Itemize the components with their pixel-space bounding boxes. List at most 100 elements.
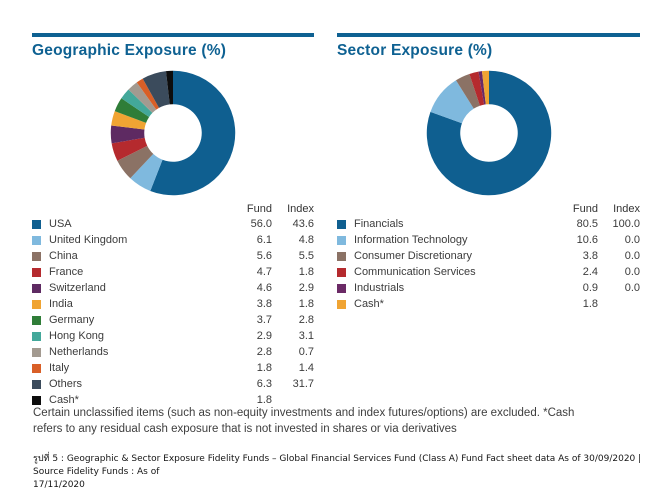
figure-caption-line: รูปที่ 5 : Geographic & Sector Exposure … — [33, 454, 642, 477]
legend-label: Germany — [49, 314, 95, 326]
legend-fund-value: 3.8 — [256, 298, 272, 310]
legend-fund-value: 5.6 — [256, 250, 272, 262]
donut-segment — [150, 70, 236, 196]
legend-label: Industrials — [354, 282, 405, 294]
legend-label: Switzerland — [49, 282, 106, 294]
legend-index-value: 0.0 — [624, 282, 640, 294]
legend-index-value: 2.8 — [298, 314, 314, 326]
figure-caption-line: 17/11/2020 — [33, 480, 85, 489]
legend-fund-value: 10.6 — [576, 234, 598, 246]
legend-swatch — [337, 219, 346, 229]
index-column-header: Index — [287, 203, 314, 215]
legend-swatch — [32, 251, 41, 261]
legend-index-value: 0.0 — [624, 234, 640, 246]
legend-swatch — [32, 219, 41, 229]
donut-segment — [111, 137, 148, 161]
sector-donut-wrap — [337, 67, 640, 199]
legend-label: Hong Kong — [49, 330, 105, 342]
legend-index-value: 1.8 — [298, 298, 314, 310]
legend-fund-value: 1.8 — [256, 394, 272, 406]
donut-segment — [468, 71, 484, 106]
legend-label: China — [49, 250, 78, 262]
geographic-donut-wrap — [32, 67, 314, 199]
legend-label: France — [49, 266, 84, 278]
legend-index-value: 2.9 — [298, 282, 314, 294]
legend-fund-value: 4.7 — [256, 266, 272, 278]
geographic-exposure-title: Geographic Exposure (%) — [32, 42, 227, 59]
legend-row: Communication Services 2.4 0.0 — [337, 264, 640, 280]
geographic-exposure-panel: Geographic Exposure (%) Fund Index USA 56… — [32, 33, 314, 408]
donut-segment — [130, 153, 163, 191]
legend-fund-value: 3.8 — [582, 250, 598, 262]
sector-exposure-title: Sector Exposure (%) — [337, 42, 493, 59]
legend-fund-value: 6.3 — [256, 378, 272, 390]
donut-segment — [142, 71, 170, 108]
legend-index-value: 4.8 — [298, 234, 314, 246]
legend-row: United Kingdom 6.1 4.8 — [32, 232, 314, 248]
legend-row: Cash* 1.8 — [32, 392, 314, 408]
legend-row: Hong Kong 2.9 3.1 — [32, 328, 314, 344]
fund-column-header: Fund — [572, 203, 598, 215]
legend-header-row: Fund Index — [32, 202, 314, 216]
geographic-donut-chart — [110, 70, 236, 196]
legend-swatch — [32, 283, 41, 293]
donut-segment — [114, 98, 150, 123]
legend-swatch — [32, 299, 41, 309]
geographic-legend: Fund Index USA 56.0 43.6 United Kingdom 6.1 4… — [32, 202, 314, 408]
donut-segment — [128, 82, 157, 113]
legend-row: Switzerland 4.6 2.9 — [32, 280, 314, 296]
legend-index-value: 31.7 — [292, 378, 314, 390]
legend-label: Cash* — [354, 298, 384, 310]
legend-label: India — [49, 298, 73, 310]
legend-index-value: 3.1 — [298, 330, 314, 342]
legend-index-value: 1.8 — [298, 266, 314, 278]
legend-index-value: 0.7 — [298, 346, 314, 358]
donut-segment — [121, 89, 153, 117]
legend-row: Others 6.3 31.7 — [32, 376, 314, 392]
legend-label: Consumer Discretionary — [354, 250, 472, 262]
legend-swatch — [32, 331, 41, 341]
legend-label: Information Technology — [354, 234, 468, 246]
legend-index-value: 43.6 — [292, 218, 314, 230]
donut-segment — [455, 73, 480, 109]
donut-segment — [111, 111, 147, 130]
exclusion-note: Certain unclassified items (such as non-… — [33, 406, 649, 437]
legend-fund-value: 2.8 — [256, 346, 272, 358]
legend-swatch — [32, 363, 41, 373]
figure-caption: รูปที่ 5 : Geographic & Sector Exposure … — [33, 453, 657, 489]
legend-fund-value: 4.6 — [256, 282, 272, 294]
legend-header-spacer — [337, 205, 346, 214]
legend-swatch — [32, 267, 41, 277]
legend-swatch — [337, 251, 346, 261]
legend-label: Others — [49, 378, 83, 390]
donut-segment — [429, 80, 474, 124]
legend-fund-value: 3.7 — [256, 314, 272, 326]
legend-fund-value: 80.5 — [576, 218, 598, 230]
legend-label: Financials — [354, 218, 404, 230]
sector-legend: Fund Index Financials 80.5 100.0 Informatio… — [337, 202, 640, 312]
panel-top-rule — [337, 33, 640, 37]
donut-segment — [117, 145, 154, 179]
legend-swatch — [32, 379, 41, 389]
legend-swatch — [32, 315, 41, 325]
legend-row: Financials 80.5 100.0 — [337, 216, 640, 232]
legend-row: Netherlands 2.8 0.7 — [32, 344, 314, 360]
legend-header-row: Fund Index — [337, 202, 640, 216]
legend-fund-value: 1.8 — [256, 362, 272, 374]
legend-row: France 4.7 1.8 — [32, 264, 314, 280]
donut-segment — [136, 78, 159, 110]
legend-row: Information Technology 10.6 0.0 — [337, 232, 640, 248]
donut-segment — [481, 70, 489, 105]
legend-row: Consumer Discretionary 3.8 0.0 — [337, 248, 640, 264]
legend-label: Netherlands — [49, 346, 109, 358]
exclusion-note-line: refers to any residual cash exposure tha… — [33, 422, 457, 435]
panel-top-rule — [32, 33, 314, 37]
legend-fund-value: 2.4 — [582, 266, 598, 278]
legend-swatch — [337, 235, 346, 245]
legend-header-spacer — [32, 205, 41, 214]
legend-row: China 5.6 5.5 — [32, 248, 314, 264]
legend-row: Industrials 0.9 0.0 — [337, 280, 640, 296]
legend-label: Communication Services — [354, 266, 476, 278]
index-column-header: Index — [613, 203, 640, 215]
